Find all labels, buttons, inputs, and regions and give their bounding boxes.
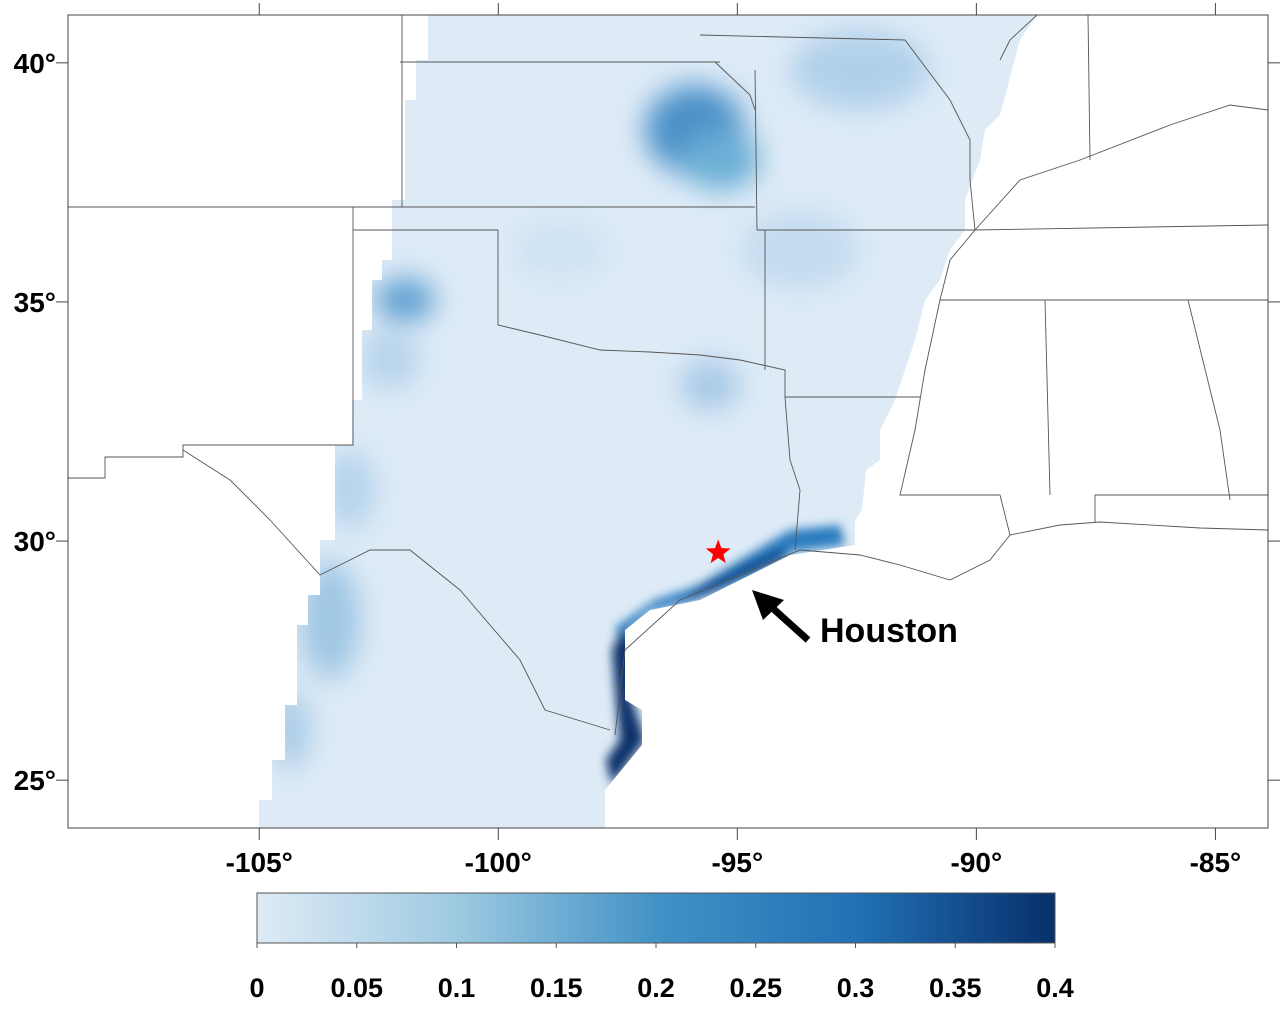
swath-fill [259,15,1037,828]
colorbar-tick-label: 0.4 [1036,973,1074,1003]
y-tick-label: 30° [14,526,56,557]
colorbar-tick-label: 0.15 [530,973,583,1003]
x-tick-label: -85° [1190,847,1242,878]
map-frame [67,14,1269,829]
annotation-arrow-shaft [765,601,811,643]
y-tick-label: 35° [14,287,56,318]
x-tick-label: -95° [711,847,763,878]
y-tick-label: 25° [14,765,56,796]
x-tick-label: -90° [951,847,1003,878]
annotation: Houston [752,590,958,650]
x-tick-label: -100° [465,847,532,878]
colorbar-tick-label: 0.2 [637,973,675,1003]
houston-marker [705,539,731,564]
state-boundaries [68,14,1269,736]
coastal-band [606,525,845,785]
colorbar-tick-label: 0.1 [438,973,476,1003]
y-tick-label: 40° [14,48,56,79]
colorbar-tick-label: 0.3 [837,973,875,1003]
annotation-text: Houston [820,612,958,650]
colorbar-tick-label: 0.25 [729,973,782,1003]
colorbar [256,892,1056,944]
data-swath [259,15,1037,828]
annotation-arrow-head [752,590,784,620]
colorbar-tick-label: 0.05 [330,973,383,1003]
colorbar-tick-label: 0.35 [929,973,982,1003]
colorbar-tick-label: 0 [249,973,264,1003]
x-tick-label: -105° [226,847,293,878]
